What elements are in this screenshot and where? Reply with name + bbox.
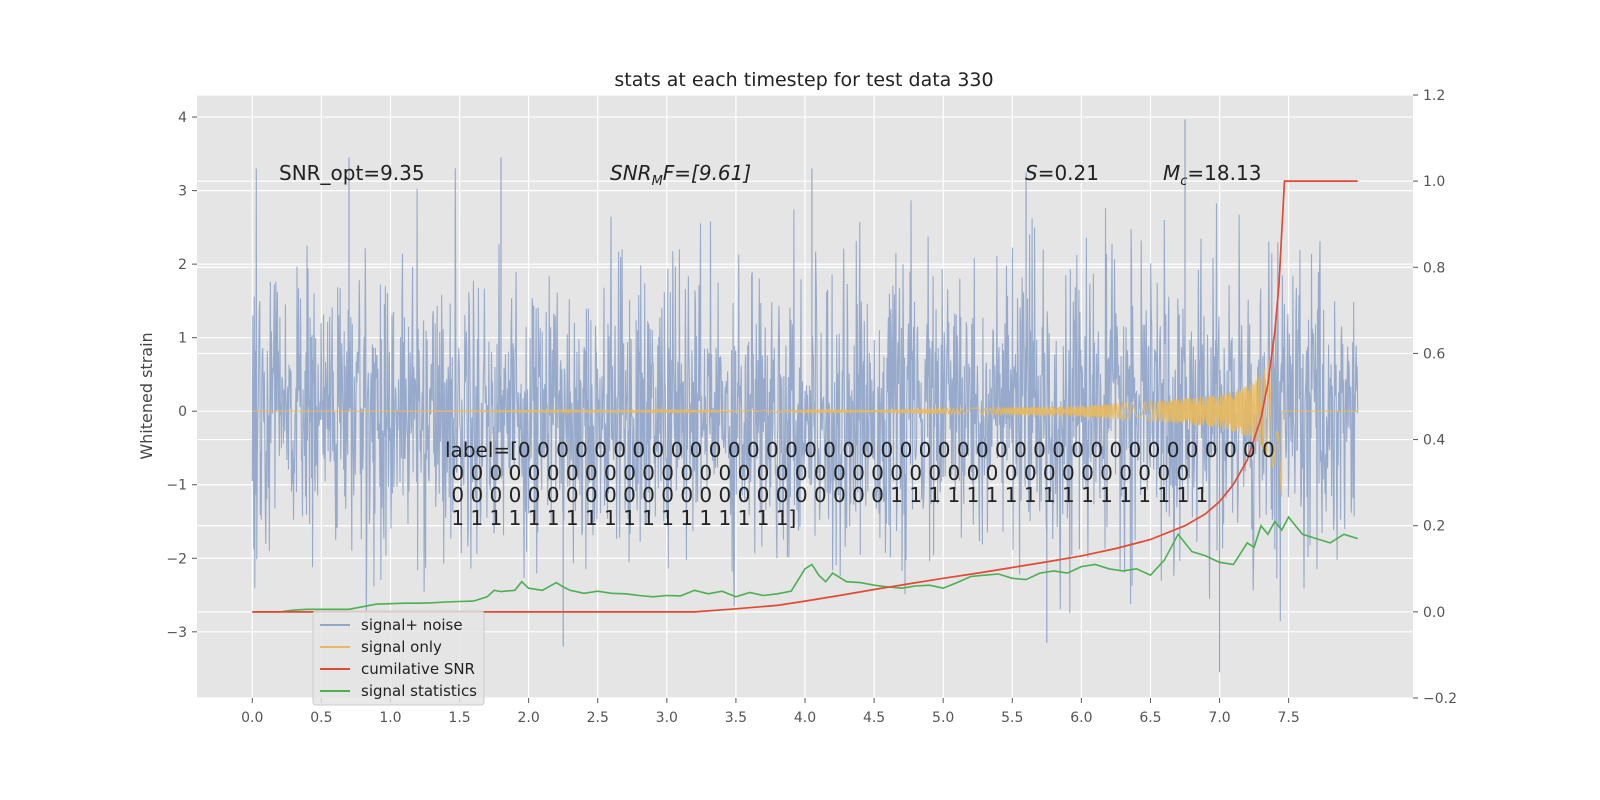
legend-item: cumilative SNR [320, 660, 475, 678]
legend-label: signal+ noise [361, 616, 463, 634]
legend-item: signal+ noise [320, 616, 463, 634]
y-right-tick-label: −0.2 [1423, 691, 1457, 707]
x-tick-label: 7.5 [1278, 710, 1300, 726]
x-tick-label: 2.5 [587, 710, 609, 726]
x-tick-label: 6.0 [1070, 710, 1092, 726]
x-tick-label: 3.5 [725, 710, 747, 726]
y-right-tick-label: 1.0 [1423, 174, 1445, 190]
snr-opt-annotation: SNR_opt=9.35 [279, 161, 425, 185]
x-tick-label: 5.5 [1001, 710, 1023, 726]
legend-label: signal only [361, 638, 442, 656]
label-line-1: label=[0 0 0 0 0 0 0 0 0 0 0 0 0 0 0 0 0… [445, 438, 1275, 462]
x-axis-ticks: 0.0 0.5 1.0 1.5 2.0 2.5 3.0 3.5 4.0 4.5 5.0 5.5 6.0 6… [241, 698, 1300, 726]
y-left-axis-ticks: −3 −2 −1 0 1 2 3 4 [166, 110, 197, 641]
x-tick-label: 2.0 [518, 710, 540, 726]
y-left-axis-label: Whitened strain [137, 332, 156, 459]
y-right-tick-label: 0.0 [1423, 605, 1445, 621]
series-cumulative-snr [252, 180, 1358, 613]
x-tick-label: 7.0 [1208, 710, 1230, 726]
legend: signal+ noise signal only cumilative SNR… [312, 610, 485, 706]
y-left-tick-label: 0 [178, 404, 187, 420]
x-tick-label: 1.0 [379, 710, 401, 726]
label-annotation: label=[0 0 0 0 0 0 0 0 0 0 0 0 0 0 0 0 0… [445, 438, 1275, 530]
legend-item: signal only [320, 638, 442, 656]
snr-mf-annotation: SNRMF=[9.61] [610, 161, 751, 189]
series-signal-only [252, 361, 1358, 497]
y-right-tick-label: 0.4 [1423, 433, 1445, 449]
series-signal-plus-noise [251, 119, 1359, 673]
series-signal-statistics [252, 515, 1358, 613]
y-left-tick-label: −3 [166, 625, 187, 641]
label-line-4: 1 1 1 1 1 1 1 1 1 1 1 1 1 1 1 1 1 1] [445, 506, 796, 530]
y-left-tick-label: 2 [178, 257, 187, 273]
x-tick-label: 5.0 [932, 710, 954, 726]
x-tick-label: 4.0 [794, 710, 816, 726]
x-tick-label: 4.5 [863, 710, 885, 726]
legend-label: cumilative SNR [361, 660, 475, 678]
x-tick-label: 0.5 [310, 710, 332, 726]
x-tick-label: 6.5 [1139, 710, 1161, 726]
cumulative-snr-line [252, 180, 1358, 613]
legend-label: signal statistics [361, 682, 477, 700]
y-right-tick-label: 0.8 [1423, 260, 1445, 276]
x-tick-label: 0.0 [241, 710, 263, 726]
y-right-tick-label: 0.6 [1423, 346, 1445, 362]
y-right-axis-ticks: −0.2 0.0 0.2 0.4 0.6 0.8 1.0 1.2 [1413, 88, 1457, 707]
label-line-3: 0 0 0 0 0 0 0 0 0 0 0 0 0 0 0 0 0 0 0 0 … [445, 483, 1208, 507]
label-line-2: 0 0 0 0 0 0 0 0 0 0 0 0 0 0 0 0 0 0 0 0 … [445, 461, 1189, 485]
signal-statistics-line [252, 515, 1358, 613]
s-annotation: S=0.21 [1025, 161, 1099, 185]
y-left-tick-label: 1 [178, 331, 187, 347]
chart-title: stats at each timestep for test data 330 [614, 69, 993, 91]
noise-line [251, 168, 1359, 627]
y-right-tick-label: 0.2 [1423, 519, 1445, 535]
y-right-tick-label: 1.2 [1423, 88, 1445, 104]
y-left-tick-label: 3 [178, 184, 187, 200]
x-tick-label: 3.0 [656, 710, 678, 726]
signal-only-line [252, 361, 1358, 497]
y-left-tick-label: 4 [178, 110, 187, 126]
legend-item: signal statistics [320, 682, 477, 700]
y-left-tick-label: −1 [166, 478, 187, 494]
x-tick-label: 1.5 [448, 710, 470, 726]
mc-annotation: Mc=18.13 [1163, 161, 1261, 189]
y-left-tick-label: −2 [166, 551, 187, 567]
legend-frame [312, 610, 485, 706]
